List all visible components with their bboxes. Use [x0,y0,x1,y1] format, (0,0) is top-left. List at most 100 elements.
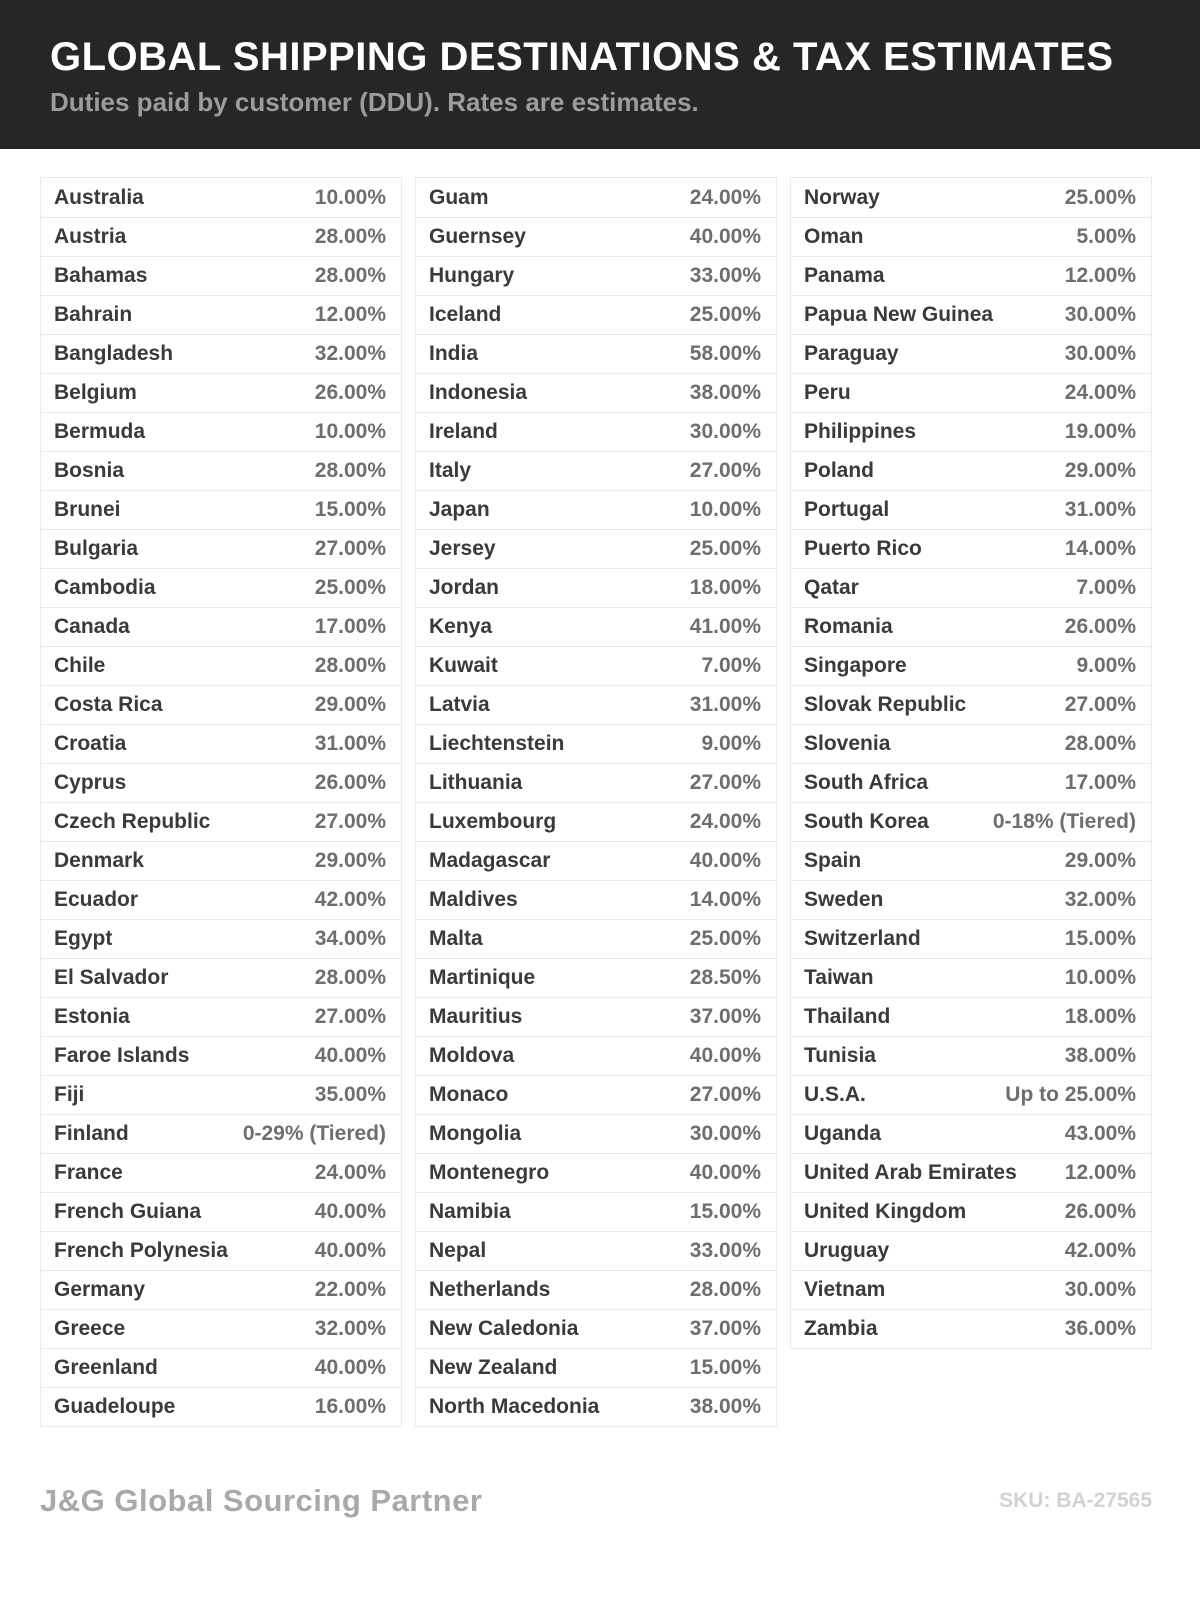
country-name: Brunei [54,498,121,521]
country-name: Namibia [429,1200,511,1223]
tax-rate-value: 10.00% [314,420,386,443]
country-row: United Arab Emirates 12.00% [791,1153,1151,1192]
country-name: Philippines [804,420,917,443]
country-name: Luxembourg [429,810,557,833]
country-row: Bosnia 28.00% [41,451,401,490]
tax-rate-value: 10.00% [314,185,386,209]
country-name: United Kingdom [804,1200,967,1223]
country-row: Hungary 33.00% [416,256,776,295]
tax-rate-value: 17.00% [314,615,386,638]
country-row: Puerto Rico 14.00% [791,529,1151,568]
country-row: Estonia 27.00% [41,997,401,1036]
country-row: Lithuania 27.00% [416,763,776,802]
tax-rate-value: 24.00% [689,810,761,833]
country-name: Switzerland [804,927,921,950]
country-name: Costa Rica [54,693,163,716]
tax-rate-value: 24.00% [689,185,761,209]
country-row: Nepal 33.00% [416,1231,776,1270]
country-row: Egypt 34.00% [41,919,401,958]
country-name: Maldives [429,888,518,911]
country-row: New Caledonia 37.00% [416,1309,776,1348]
tax-rate-value: 28.00% [689,1278,761,1301]
country-name: Bahrain [54,303,133,326]
tax-rate-value: 38.00% [1064,1044,1136,1067]
tax-rate-value: 25.00% [1064,185,1136,209]
country-row: Greenland 40.00% [41,1348,401,1387]
tax-rate-value: 18.00% [689,576,761,599]
country-row: Vietnam 30.00% [791,1270,1151,1309]
tax-rate-value: 29.00% [1064,849,1136,872]
country-name: U.S.A. [804,1083,866,1106]
country-row: Norway 25.00% [791,178,1151,217]
country-name: Madagascar [429,849,551,872]
tax-rate-value: 31.00% [314,732,386,755]
country-name: Taiwan [804,966,874,989]
country-name: Estonia [54,1005,130,1028]
country-row: Austria 28.00% [41,217,401,256]
tax-rate-value: 33.00% [689,264,761,287]
tax-rate-value: 28.50% [689,966,761,989]
tax-rate-value: 40.00% [689,1161,761,1184]
tax-rate-value: 25.00% [314,576,386,599]
tax-rate-table: Australia 10.00% Austria 28.00% Bahamas 28.00… [40,177,1152,1427]
country-name: Uruguay [804,1239,890,1262]
country-name: Slovenia [804,732,891,755]
brand-name: J&G Global Sourcing Partner [40,1483,483,1518]
country-name: New Zealand [429,1356,558,1379]
country-row: Fiji 35.00% [41,1075,401,1114]
tax-rate-value: 15.00% [1064,927,1136,950]
country-name: Bahamas [54,264,148,287]
country-row: South Africa 17.00% [791,763,1151,802]
country-name: Poland [804,459,875,482]
country-row: Tunisia 38.00% [791,1036,1151,1075]
country-row: Luxembourg 24.00% [416,802,776,841]
tax-rate-value: 31.00% [1064,498,1136,521]
country-name: Vietnam [804,1278,886,1301]
country-name: Puerto Rico [804,537,922,560]
country-row: Germany 22.00% [41,1270,401,1309]
country-row: Faroe Islands 40.00% [41,1036,401,1075]
country-row: Iceland 25.00% [416,295,776,334]
country-name: Paraguay [804,342,899,365]
country-row: El Salvador 28.00% [41,958,401,997]
tax-rate-value: 9.00% [1076,654,1136,677]
tax-rate-value: 40.00% [689,225,761,248]
tax-rate-value: 28.00% [314,225,386,248]
tax-rate-value: 10.00% [689,498,761,521]
country-name: Canada [54,615,130,638]
tax-rate-value: 26.00% [1064,1200,1136,1223]
country-row: Ireland 30.00% [416,412,776,451]
country-name: Kuwait [429,654,498,677]
tax-rate-value: 19.00% [1064,420,1136,443]
tax-rate-value: 27.00% [1064,693,1136,716]
tax-rate-value: 30.00% [1064,342,1136,365]
country-name: Thailand [804,1005,891,1028]
country-row: French Guiana 40.00% [41,1192,401,1231]
country-row: Moldova 40.00% [416,1036,776,1075]
country-row: Slovenia 28.00% [791,724,1151,763]
country-name: Indonesia [429,381,528,404]
tax-rate-value: 24.00% [1064,381,1136,404]
tax-rate-value: 28.00% [314,459,386,482]
tax-rate-value: 12.00% [1064,264,1136,287]
tax-rate-value: 16.00% [314,1395,386,1418]
country-row: Slovak Republic 27.00% [791,685,1151,724]
country-name: Finland [54,1122,129,1145]
tax-rate-value: 28.00% [314,654,386,677]
country-name: Czech Republic [54,810,211,833]
country-row: Uruguay 42.00% [791,1231,1151,1270]
tax-rate-value: 7.00% [1076,576,1136,599]
country-row: Peru 24.00% [791,373,1151,412]
tax-rate-value: 7.00% [701,654,761,677]
country-name: Austria [54,225,127,248]
country-row: Romania 26.00% [791,607,1151,646]
tax-rate-value: 9.00% [701,732,761,755]
tax-rate-value: 36.00% [1064,1317,1136,1340]
tax-rate-value: 40.00% [314,1239,386,1262]
country-row: Mongolia 30.00% [416,1114,776,1153]
tax-rate-value: 42.00% [314,888,386,911]
country-row: Brunei 15.00% [41,490,401,529]
page-title: GLOBAL SHIPPING DESTINATIONS & TAX ESTIM… [50,35,1114,79]
country-row: Liechtenstein 9.00% [416,724,776,763]
country-name: Zambia [804,1317,878,1340]
